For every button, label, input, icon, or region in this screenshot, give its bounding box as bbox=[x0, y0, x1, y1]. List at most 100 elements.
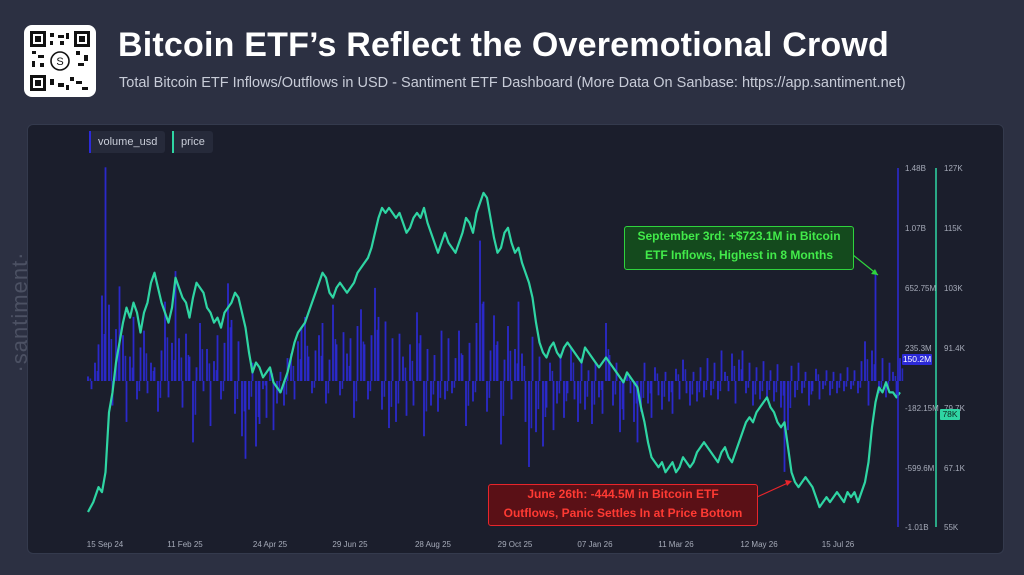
legend-volume-usd[interactable]: volume_usd bbox=[89, 131, 166, 153]
volume-bar-53 bbox=[272, 381, 275, 431]
volume-bar-97 bbox=[426, 348, 429, 381]
volume-bar-203 bbox=[797, 362, 800, 381]
volume-bar-secondary-112 bbox=[481, 303, 484, 381]
volume-bar-160 bbox=[647, 381, 649, 404]
volume-bar-secondary-170 bbox=[684, 369, 687, 381]
volume-bar-secondary-162 bbox=[656, 373, 659, 381]
right-axis-tick-5: 67.1K bbox=[944, 464, 966, 473]
volume-bar-10 bbox=[122, 335, 124, 381]
volume-bar-192 bbox=[759, 381, 761, 400]
volume-bar-secondary-4 bbox=[103, 333, 106, 381]
volume-bar-secondary-218 bbox=[852, 381, 855, 386]
september-arrow-head bbox=[871, 269, 878, 275]
volume-bar-secondary-62 bbox=[306, 345, 309, 381]
volume-bar-193 bbox=[762, 361, 765, 381]
volume-bar-secondary-160 bbox=[649, 381, 652, 394]
volume-bar-secondary-116 bbox=[495, 344, 498, 381]
volume-bar-223 bbox=[867, 381, 870, 406]
volume-bar-secondary-130 bbox=[544, 381, 547, 418]
volume-bar-142 bbox=[584, 381, 586, 410]
volume-bar-secondary-100 bbox=[439, 381, 442, 398]
volume-bar-secondary-6 bbox=[110, 339, 113, 381]
volume-bar-51 bbox=[265, 381, 268, 418]
volume-bar-46 bbox=[248, 381, 250, 410]
volume-bar-65 bbox=[314, 350, 317, 381]
volume-bar-secondary-146 bbox=[600, 381, 603, 391]
volume-bar-secondary-30 bbox=[194, 381, 197, 415]
left-axis-tick-6: -1.01B bbox=[905, 523, 929, 532]
volume-bar-140 bbox=[577, 381, 579, 422]
volume-bar-41 bbox=[230, 319, 233, 381]
volume-bar-secondary-54 bbox=[278, 381, 281, 394]
volume-bar-185 bbox=[734, 381, 737, 404]
volume-bar-68 bbox=[325, 381, 327, 404]
volume-bar-213 bbox=[832, 371, 835, 381]
volume-bar-secondary-44 bbox=[243, 381, 246, 412]
volume-bar-125 bbox=[524, 381, 527, 422]
volume-bar-secondary-202 bbox=[796, 381, 799, 391]
volume-bar-secondary-144 bbox=[593, 381, 596, 405]
volume-bar-secondary-98 bbox=[432, 381, 435, 395]
x-axis-tick-5: 29 Oct 25 bbox=[498, 540, 533, 549]
volume-bar-80 bbox=[367, 381, 369, 400]
legend-price[interactable]: price bbox=[172, 131, 213, 153]
volume-bar-147 bbox=[601, 381, 604, 414]
volume-bar-109 bbox=[468, 342, 471, 381]
volume-bar-secondary-190 bbox=[754, 381, 757, 395]
right-axis-tick-6: 55K bbox=[944, 523, 959, 532]
x-axis-tick-4: 28 Aug 25 bbox=[415, 540, 452, 549]
volume-bar-0 bbox=[87, 376, 89, 381]
volume-bar-163 bbox=[657, 381, 660, 396]
volume-bar-secondary-56 bbox=[285, 381, 288, 395]
volume-bar-106 bbox=[458, 330, 460, 381]
volume-bar-secondary-76 bbox=[355, 381, 358, 402]
volume-bar-secondary-48 bbox=[257, 381, 260, 418]
volume-bar-secondary-82 bbox=[376, 329, 379, 381]
volume-bar-99 bbox=[433, 355, 436, 381]
volume-bar-144 bbox=[591, 381, 593, 424]
volume-bar-secondary-228 bbox=[887, 381, 890, 391]
qr-code[interactable]: S bbox=[24, 25, 96, 97]
volume-bar-33 bbox=[202, 381, 205, 392]
volume-bar-secondary-10 bbox=[124, 355, 127, 381]
volume-bar-secondary-88 bbox=[397, 381, 400, 404]
volume-bar-secondary-184 bbox=[733, 365, 736, 381]
left-axis-tick-0: 1.48B bbox=[905, 164, 926, 173]
volume-bar-182 bbox=[724, 371, 726, 381]
volume-bar-98 bbox=[430, 381, 432, 406]
volume-bar-93 bbox=[412, 381, 415, 406]
volume-bar-secondary-136 bbox=[565, 381, 568, 402]
volume-bar-190 bbox=[752, 381, 754, 406]
volume-bar-161 bbox=[650, 381, 653, 418]
volume-bar-115 bbox=[489, 350, 492, 381]
volume-bar-77 bbox=[356, 326, 359, 381]
volume-bar-228 bbox=[885, 381, 887, 398]
volume-bar-127 bbox=[531, 336, 534, 381]
september-callout-line1: September 3rd: +$723.1M in Bitcoin bbox=[637, 229, 841, 243]
volume-bar-137 bbox=[566, 381, 569, 394]
volume-bar-135 bbox=[559, 353, 562, 381]
volume-bar-205 bbox=[804, 371, 807, 381]
volume-bar-217 bbox=[846, 367, 849, 381]
volume-bar-165 bbox=[664, 371, 667, 381]
volume-bar-14 bbox=[136, 381, 138, 400]
volume-bar-21 bbox=[160, 350, 163, 381]
volume-bar-154 bbox=[626, 371, 628, 381]
left-axis-tick-5: -599.6M bbox=[905, 464, 935, 473]
volume-bar-207 bbox=[811, 381, 814, 392]
left-axis-tick-2: 652.75M bbox=[905, 284, 936, 293]
volume-bar-227 bbox=[881, 358, 884, 381]
volume-bar-195 bbox=[769, 370, 772, 381]
volume-bar-secondary-182 bbox=[726, 375, 729, 381]
volume-bar-169 bbox=[678, 381, 681, 400]
volume-bar-49 bbox=[258, 381, 261, 424]
volume-bar-102 bbox=[444, 381, 446, 400]
volume-bar-69 bbox=[328, 359, 331, 381]
volume-bar-174 bbox=[696, 381, 698, 402]
volume-bar-200 bbox=[787, 381, 789, 431]
volume-bar-secondary-24 bbox=[173, 360, 176, 381]
volume-bar-secondary-22 bbox=[166, 337, 169, 381]
volume-bar-11 bbox=[125, 381, 128, 422]
volume-bar-12 bbox=[129, 356, 131, 381]
volume-bar-62 bbox=[304, 316, 306, 381]
